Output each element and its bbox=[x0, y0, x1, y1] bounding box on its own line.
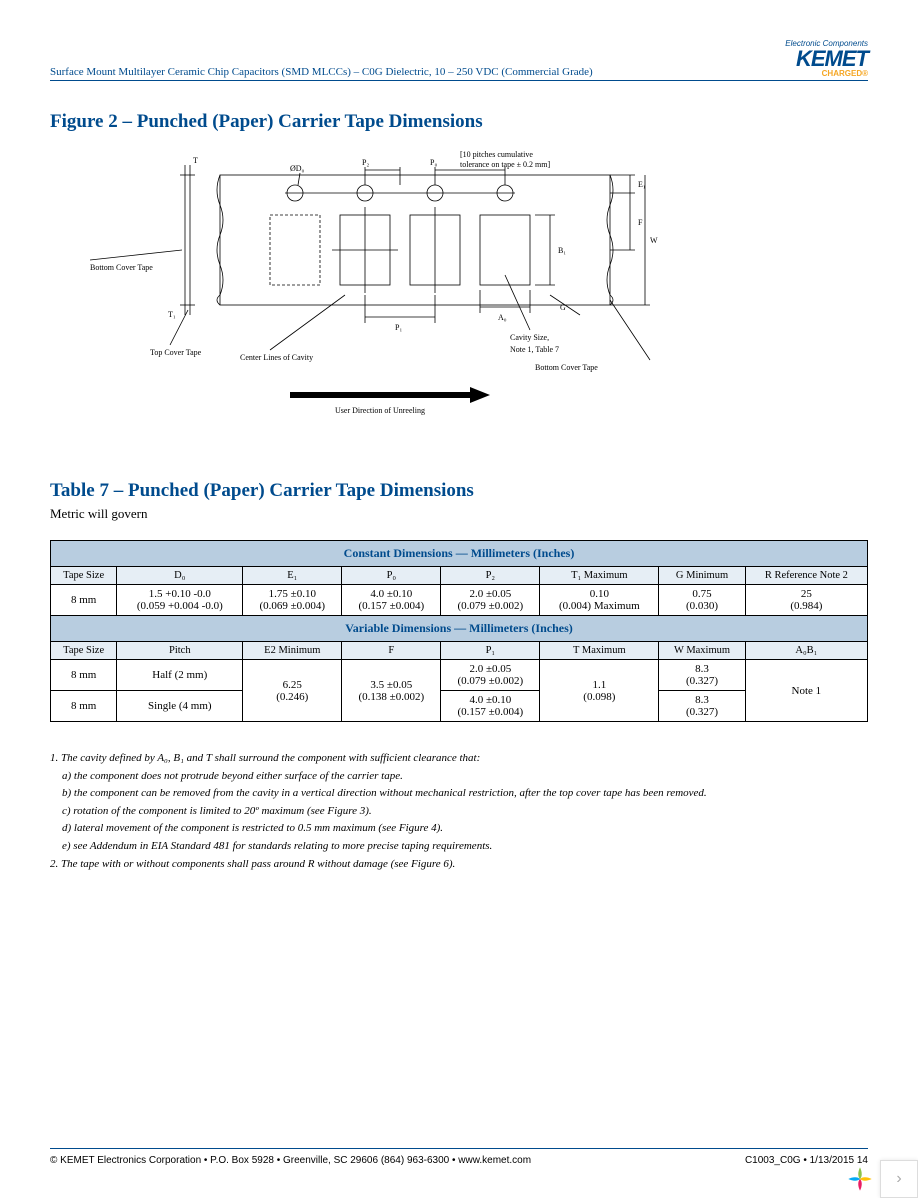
footnotes: 1. The cavity defined by A₀, B₁ and T sh… bbox=[50, 750, 868, 873]
section-header-variable: Variable Dimensions — Millimeters (Inche… bbox=[51, 616, 868, 642]
th2-e2: E2 Minimum bbox=[243, 642, 342, 660]
dimensions-table: Constant Dimensions — Millimeters (Inche… bbox=[50, 540, 868, 722]
note-1e: e) see Addendum in EIA Standard 481 for … bbox=[50, 838, 868, 856]
page-header: Surface Mount Multilayer Ceramic Chip Ca… bbox=[50, 40, 868, 81]
th-p2: P₂ bbox=[441, 567, 540, 585]
cell: 8.3(0.327) bbox=[659, 660, 745, 691]
cell: Single (4 mm) bbox=[117, 691, 243, 722]
label-bottom-cover-left: Bottom Cover Tape bbox=[90, 263, 153, 272]
label-tolerance-l2: tolerance on tape ± 0.2 mm] bbox=[460, 160, 550, 169]
label-cavity-size: Cavity Size, bbox=[510, 333, 549, 342]
cell-r: 25(0.984) bbox=[745, 585, 867, 616]
note-2: 2. The tape with or without components s… bbox=[50, 856, 868, 874]
page-footer: © KEMET Electronics Corporation • P.O. B… bbox=[50, 1148, 868, 1166]
label-P2: P₂ bbox=[362, 158, 369, 167]
cell: 8 mm bbox=[51, 660, 117, 691]
label-T1: T₁ bbox=[168, 310, 176, 319]
note-1a: a) the component does not protrude beyon… bbox=[50, 768, 868, 786]
flower-icon bbox=[846, 1165, 874, 1193]
cell-g: 0.75(0.030) bbox=[659, 585, 745, 616]
cell: 3.5 ±0.05(0.138 ±0.002) bbox=[342, 660, 441, 722]
th2-pitch: Pitch bbox=[117, 642, 243, 660]
cell: 2.0 ±0.05(0.079 ±0.002) bbox=[441, 660, 540, 691]
footer-left: © KEMET Electronics Corporation • P.O. B… bbox=[50, 1155, 531, 1166]
logo-name: KEMET bbox=[785, 48, 868, 70]
note-1d: d) lateral movement of the component is … bbox=[50, 820, 868, 838]
table-row: 8 mm 1.5 +0.10 -0.0(0.059 +0.004 -0.0) 1… bbox=[51, 585, 868, 616]
label-P0: P₀ bbox=[430, 158, 437, 167]
label-G: G bbox=[560, 303, 566, 312]
label-note1: Note 1, Table 7 bbox=[510, 345, 559, 354]
th2-ab: A₀B₁ bbox=[745, 642, 867, 660]
cell: 6.25(0.246) bbox=[243, 660, 342, 722]
table-title: Table 7 – Punched (Paper) Carrier Tape D… bbox=[50, 480, 868, 502]
th-t1: T₁ Maximum bbox=[540, 567, 659, 585]
cell-size: 8 mm bbox=[51, 585, 117, 616]
chevron-right-icon: › bbox=[896, 1170, 901, 1188]
cell-p0: 4.0 ±0.10(0.157 ±0.004) bbox=[342, 585, 441, 616]
label-top-cover: Top Cover Tape bbox=[150, 348, 202, 357]
label-P1: P₁ bbox=[395, 323, 402, 332]
table-row: 8 mm Half (2 mm) 6.25(0.246) 3.5 ±0.05(0… bbox=[51, 660, 868, 691]
cell: 8.3(0.327) bbox=[659, 691, 745, 722]
note-1: 1. The cavity defined by A₀, B₁ and T sh… bbox=[50, 750, 868, 768]
cell-t1: 0.10(0.004) Maximum bbox=[540, 585, 659, 616]
th-p0: P₀ bbox=[342, 567, 441, 585]
th2-p1: P₁ bbox=[441, 642, 540, 660]
next-page-button[interactable]: › bbox=[880, 1160, 918, 1198]
carrier-tape-diagram: T T₁ Bottom Cover Tape Top Cover Tape bbox=[90, 145, 660, 430]
th-d0: D₀ bbox=[117, 567, 243, 585]
th2-tape-size: Tape Size bbox=[51, 642, 117, 660]
cell-e1: 1.75 ±0.10(0.069 ±0.004) bbox=[243, 585, 342, 616]
cell-d0: 1.5 +0.10 -0.0(0.059 +0.004 -0.0) bbox=[117, 585, 243, 616]
label-W: W bbox=[650, 236, 658, 245]
label-F: F bbox=[638, 218, 643, 227]
cell: 4.0 ±0.10(0.157 ±0.004) bbox=[441, 691, 540, 722]
page-nav-widget: › bbox=[846, 1160, 918, 1198]
note-1c: c) rotation of the component is limited … bbox=[50, 803, 868, 821]
figure-title: Figure 2 – Punched (Paper) Carrier Tape … bbox=[50, 111, 868, 133]
note-1b: b) the component can be removed from the… bbox=[50, 785, 868, 803]
logo-sub: CHARGED® bbox=[785, 70, 868, 78]
th-r: R Reference Note 2 bbox=[745, 567, 867, 585]
label-bottom-cover-right: Bottom Cover Tape bbox=[535, 363, 598, 372]
th2-t: T Maximum bbox=[540, 642, 659, 660]
brand-logo: Electronic Components KEMET CHARGED® bbox=[785, 40, 868, 78]
cell: 1.1(0.098) bbox=[540, 660, 659, 722]
cell: Note 1 bbox=[745, 660, 867, 722]
section-header-constant: Constant Dimensions — Millimeters (Inche… bbox=[51, 541, 868, 567]
th-tape-size: Tape Size bbox=[51, 567, 117, 585]
cell-p2: 2.0 ±0.05(0.079 ±0.002) bbox=[441, 585, 540, 616]
label-A0: A₀ bbox=[498, 313, 507, 322]
th2-f: F bbox=[342, 642, 441, 660]
th-g: G Minimum bbox=[659, 567, 745, 585]
cell: Half (2 mm) bbox=[117, 660, 243, 691]
cell: 8 mm bbox=[51, 691, 117, 722]
label-center-lines: Center Lines of Cavity bbox=[240, 353, 313, 362]
label-T: T bbox=[193, 156, 198, 165]
label-D0: ØD₀ bbox=[290, 164, 305, 173]
table-governing-note: Metric will govern bbox=[50, 506, 868, 522]
label-direction: User Direction of Unreeling bbox=[335, 406, 425, 415]
label-tolerance-l1: [10 pitches cumulative bbox=[460, 150, 533, 159]
header-title: Surface Mount Multilayer Ceramic Chip Ca… bbox=[50, 66, 593, 78]
label-B1: B₁ bbox=[558, 246, 566, 255]
table-row: 8 mm Single (4 mm) 4.0 ±0.10(0.157 ±0.00… bbox=[51, 691, 868, 722]
th-e1: E₁ bbox=[243, 567, 342, 585]
th2-w: W Maximum bbox=[659, 642, 745, 660]
